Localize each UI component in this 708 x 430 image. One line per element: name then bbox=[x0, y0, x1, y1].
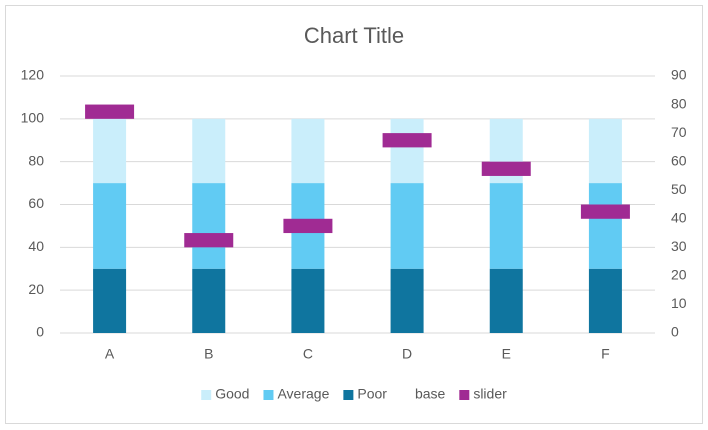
slider-segment bbox=[481, 161, 531, 176]
y2-tick-label: 40 bbox=[671, 209, 687, 225]
x-tick-label: F bbox=[601, 346, 610, 362]
bar-segment bbox=[291, 118, 325, 184]
legend-label: Average bbox=[277, 386, 329, 402]
legend-swatch bbox=[263, 390, 274, 400]
legend-label: slider bbox=[473, 386, 507, 402]
bar-segment bbox=[588, 183, 622, 269]
y2-tick-label: 70 bbox=[671, 124, 687, 140]
x-tick-label: E bbox=[502, 346, 511, 362]
bar-segment bbox=[390, 118, 424, 184]
x-tick-label: D bbox=[402, 346, 412, 362]
legend-label: base bbox=[415, 386, 446, 402]
bar-segment bbox=[390, 183, 424, 269]
bar-segment bbox=[192, 118, 226, 184]
slider-segment bbox=[580, 204, 630, 219]
y2-tick-label: 80 bbox=[671, 95, 687, 111]
bar-segment bbox=[93, 183, 127, 269]
legend-swatch bbox=[343, 390, 354, 400]
y-tick-label: 20 bbox=[28, 281, 44, 297]
slider-segment bbox=[184, 233, 234, 248]
y2-tick-label: 10 bbox=[671, 295, 687, 311]
legend-swatch bbox=[459, 390, 470, 400]
y-tick-label: 40 bbox=[28, 238, 44, 254]
bar-segment bbox=[390, 268, 424, 333]
y-tick-label: 120 bbox=[21, 67, 45, 83]
x-tick-label: B bbox=[204, 346, 213, 362]
y2-tick-label: 0 bbox=[671, 324, 679, 340]
y-tick-label: 60 bbox=[28, 195, 44, 211]
bar-segment bbox=[93, 118, 127, 184]
y-tick-label: 100 bbox=[21, 110, 45, 126]
bar-segment bbox=[93, 268, 127, 333]
bar-segment bbox=[489, 183, 523, 269]
slider-segment bbox=[85, 104, 135, 119]
bar-segment bbox=[192, 268, 226, 333]
bar-segment bbox=[588, 268, 622, 333]
y2-tick-label: 50 bbox=[671, 181, 687, 197]
y-tick-label: 0 bbox=[36, 324, 44, 340]
y2-tick-label: 60 bbox=[671, 152, 687, 168]
chart-title: Chart Title bbox=[304, 23, 404, 48]
legend-swatch bbox=[201, 390, 212, 400]
bar-segment bbox=[489, 268, 523, 333]
bar-segment bbox=[192, 183, 226, 269]
x-tick-label: A bbox=[105, 346, 115, 362]
y2-tick-label: 20 bbox=[671, 267, 687, 283]
bar-segment bbox=[291, 268, 325, 333]
y-tick-label: 80 bbox=[28, 152, 44, 168]
y2-tick-label: 30 bbox=[671, 238, 687, 254]
slider-segment bbox=[382, 133, 432, 148]
y2-tick-label: 90 bbox=[671, 67, 687, 83]
bar-segment bbox=[588, 118, 622, 184]
x-tick-label: C bbox=[303, 346, 313, 362]
legend-label: Good bbox=[215, 386, 249, 402]
slider-segment bbox=[283, 218, 333, 234]
legend-label: Poor bbox=[357, 386, 387, 402]
